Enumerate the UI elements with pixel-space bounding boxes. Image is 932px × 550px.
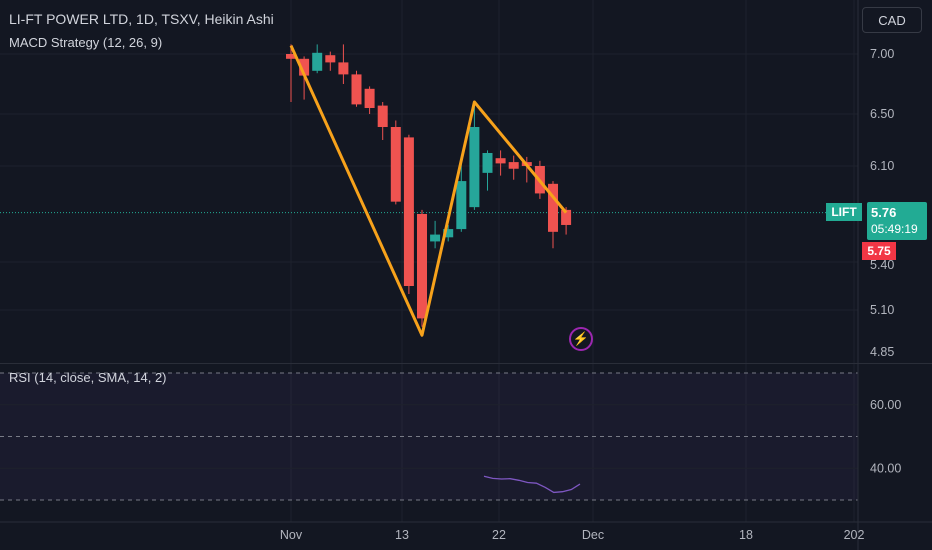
bid-price-tag: 5.75: [862, 242, 896, 260]
rsi-line: [483, 475, 581, 494]
price-tick-label: 7.00: [870, 47, 894, 61]
candle-body: [364, 88, 375, 108]
candle-body: [508, 162, 519, 169]
time-tick-label: 18: [739, 528, 753, 542]
countdown-value: 05:49:19: [871, 222, 918, 236]
last-price-tag: 5.76 05:49:19: [867, 202, 927, 240]
candle-body: [561, 209, 572, 225]
candle-body: [325, 55, 336, 63]
price-tick-label: 5.10: [870, 303, 894, 317]
candle-body: [548, 183, 558, 232]
rsi-tick-label: 40.00: [870, 461, 901, 475]
candle-body: [338, 62, 349, 75]
currency-button[interactable]: CAD: [862, 7, 922, 33]
macd-legend[interactable]: MACD Strategy (12, 26, 9): [9, 35, 163, 50]
last-price-value: 5.76: [871, 205, 897, 220]
candle-body: [351, 74, 362, 105]
candle-body: [456, 181, 467, 230]
chart-title: LI-FT POWER LTD, 1D, TSXV, Heikin Ashi: [9, 11, 274, 27]
time-tick-label: 13: [395, 528, 409, 542]
candle-body: [495, 158, 506, 164]
candle-body: [312, 52, 323, 71]
candle-body: [299, 58, 310, 76]
time-tick-label: Nov: [280, 528, 303, 542]
price-tick-label: 5.40: [870, 258, 894, 272]
time-tick-label: 202: [844, 528, 865, 542]
candle-body: [430, 234, 441, 242]
pane-separator[interactable]: [0, 363, 932, 364]
pattern-line: [289, 44, 568, 337]
lightning-icon[interactable]: ⚡: [569, 327, 593, 351]
price-tick-label: 6.50: [870, 107, 894, 121]
price-tick-label: 6.10: [870, 159, 894, 173]
candle-body: [377, 105, 388, 127]
candle-body: [286, 54, 296, 59]
candle-body: [482, 153, 493, 173]
price-tick-label: 4.85: [870, 345, 894, 359]
candle-body: [417, 214, 427, 319]
candle-body: [390, 127, 401, 202]
time-tick-label: Dec: [582, 528, 604, 542]
candle-body: [403, 137, 414, 286]
candle-body: [469, 127, 480, 208]
rsi-legend[interactable]: RSI (14, close, SMA, 14, 2): [9, 370, 167, 385]
time-tick-label: 22: [492, 528, 506, 542]
rsi-tick-label: 60.00: [870, 398, 901, 412]
candle-body: [443, 229, 454, 238]
symbol-tag: LIFT: [826, 203, 862, 221]
